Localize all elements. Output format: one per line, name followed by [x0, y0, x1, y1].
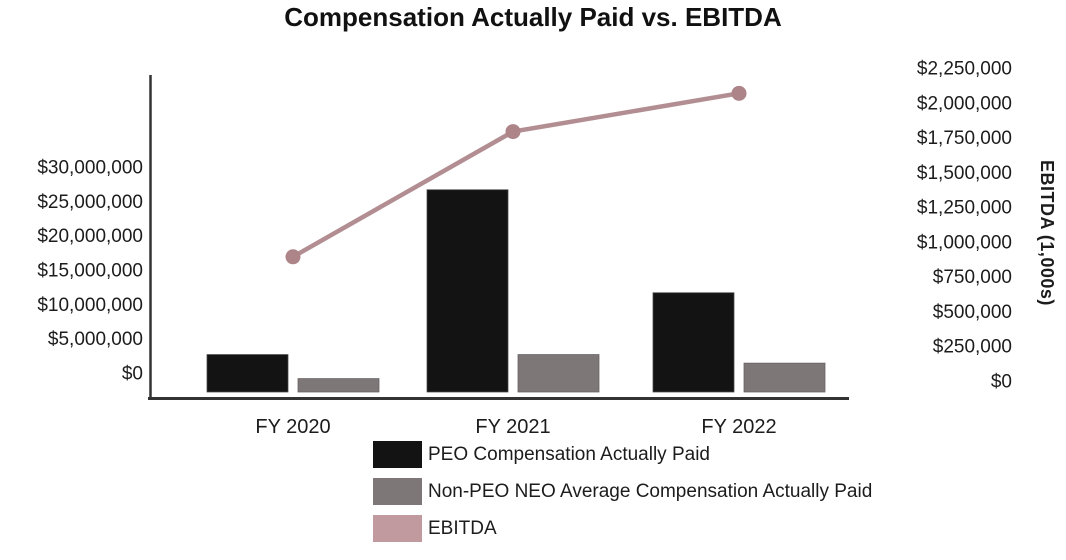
x-axis-category-label: FY 2022: [701, 416, 776, 438]
right-axis-tick-label: $1,750,000: [917, 128, 1012, 149]
chart-legend: PEO Compensation Actually Paid Non-PEO NE…: [373, 441, 872, 542]
x-axis-category-labels: FY 2020 FY 2021 FY 2022: [255, 416, 776, 438]
legend-item: Non-PEO NEO Average Compensation Actuall…: [373, 478, 872, 505]
right-axis-tick-label: $2,000,000: [917, 93, 1012, 114]
left-axis-tick-label: $0: [122, 364, 143, 385]
ebitda-marker: [285, 249, 301, 265]
left-axis-tick-labels: $30,000,000 $25,000,000 $20,000,000 $15,000…: [37, 158, 143, 385]
chart-title: Compensation Actually Paid vs. EBITDA: [284, 2, 782, 32]
legend-item: PEO Compensation Actually Paid: [373, 441, 872, 468]
ebitda-marker: [505, 124, 521, 140]
right-axis-tick-label: $1,250,000: [917, 198, 1012, 219]
non-peo-cap-bar: [297, 378, 380, 393]
right-axis-tick-label: $250,000: [933, 337, 1012, 358]
legend-swatch: [373, 478, 422, 505]
x-axis-category-label: FY 2021: [475, 416, 550, 438]
line-series-group: [285, 85, 747, 265]
peo-cap-bar: [426, 189, 509, 393]
legend-label: EBITDA: [428, 517, 497, 539]
legend-label: PEO Compensation Actually Paid: [428, 443, 710, 465]
left-axis-tick-label: $25,000,000: [37, 192, 143, 213]
legend-swatch: [373, 441, 422, 468]
ebitda-line: [290, 91, 742, 260]
legend-item: EBITDA: [373, 515, 872, 542]
legend-label: Non-PEO NEO Average Compensation Actuall…: [428, 480, 873, 502]
non-peo-cap-bar: [743, 362, 826, 393]
ebitda-marker: [731, 85, 747, 101]
peo-cap-bar: [652, 292, 735, 393]
left-axis-tick-label: $30,000,000: [37, 158, 143, 179]
bars-group: [206, 189, 826, 393]
left-axis-tick-label: $5,000,000: [48, 329, 143, 350]
peo-cap-bar: [206, 354, 289, 393]
right-axis-tick-label: $750,000: [933, 267, 1012, 288]
left-axis-tick-label: $10,000,000: [37, 295, 143, 316]
right-axis-title: EBITDA (1,000s): [1037, 160, 1057, 306]
right-axis-tick-label: $0: [991, 372, 1012, 393]
legend-swatch: [373, 515, 422, 542]
right-axis-tick-label: $2,250,000: [917, 58, 1012, 79]
right-axis-tick-label: $1,500,000: [917, 163, 1012, 184]
right-axis-tick-label: $500,000: [933, 302, 1012, 323]
x-axis-category-label: FY 2020: [255, 416, 330, 438]
right-axis-tick-labels: $2,250,000 $2,000,000 $1,750,000 $1,500,000…: [917, 58, 1012, 392]
left-axis-tick-label: $20,000,000: [37, 226, 143, 247]
left-axis-tick-label: $15,000,000: [37, 261, 143, 282]
right-axis-tick-label: $1,000,000: [917, 232, 1012, 253]
non-peo-cap-bar: [517, 354, 600, 393]
